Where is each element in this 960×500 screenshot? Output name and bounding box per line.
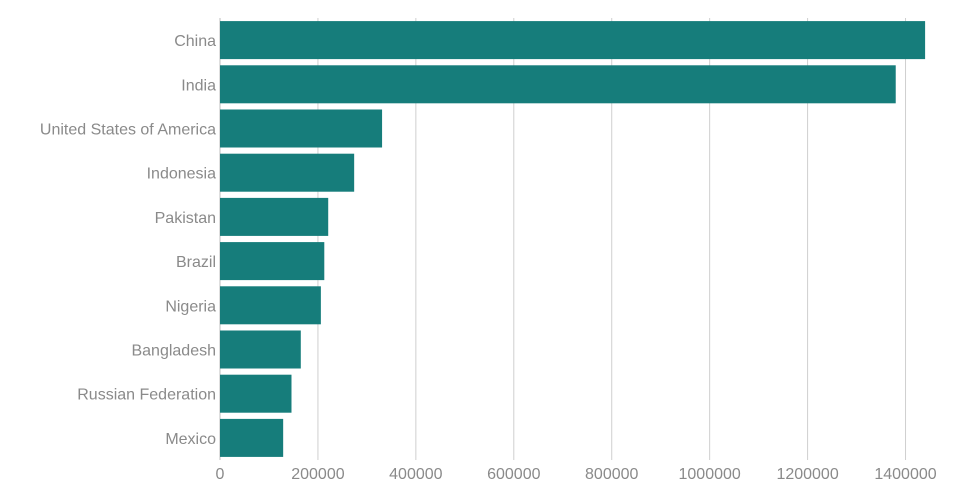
bar-layer xyxy=(220,21,926,457)
bar-china xyxy=(220,21,926,60)
category-label: Russian Federation xyxy=(77,387,216,404)
category-label: Mexico xyxy=(165,431,216,448)
bar-bangladesh xyxy=(220,330,301,369)
bar-brazil xyxy=(220,242,325,281)
category-label: Pakistan xyxy=(155,210,216,227)
category-label: Brazil xyxy=(176,254,216,271)
category-label: India xyxy=(181,77,216,94)
category-label: Indonesia xyxy=(147,166,216,183)
x-tick-label: 0 xyxy=(216,466,225,483)
category-label: Bangladesh xyxy=(131,343,216,360)
x-tick-label: 400000 xyxy=(389,466,442,483)
x-tick-label: 200000 xyxy=(291,466,344,483)
x-tick-label: 1000000 xyxy=(679,466,741,483)
x-tick-label: 800000 xyxy=(585,466,638,483)
bar-russian-federation xyxy=(220,374,292,413)
category-label: China xyxy=(174,33,216,50)
bar-pakistan xyxy=(220,197,329,236)
bar-indonesia xyxy=(220,153,355,192)
x-tick-label: 600000 xyxy=(487,466,540,483)
x-tick-label: 1200000 xyxy=(776,466,838,483)
category-labels: China India United States of America Indone… xyxy=(40,33,216,448)
x-axis-ticks: 0 200000 400000 600000 800000 1000000 1200000 1… xyxy=(216,466,937,483)
bar-nigeria xyxy=(220,286,321,325)
bar-india xyxy=(220,65,896,104)
bar-mexico xyxy=(220,418,284,457)
x-tick-label: 1400000 xyxy=(874,466,936,483)
bar-united-states-of-america xyxy=(220,109,383,148)
category-label: Nigeria xyxy=(165,298,216,315)
category-label: United States of America xyxy=(40,122,216,139)
